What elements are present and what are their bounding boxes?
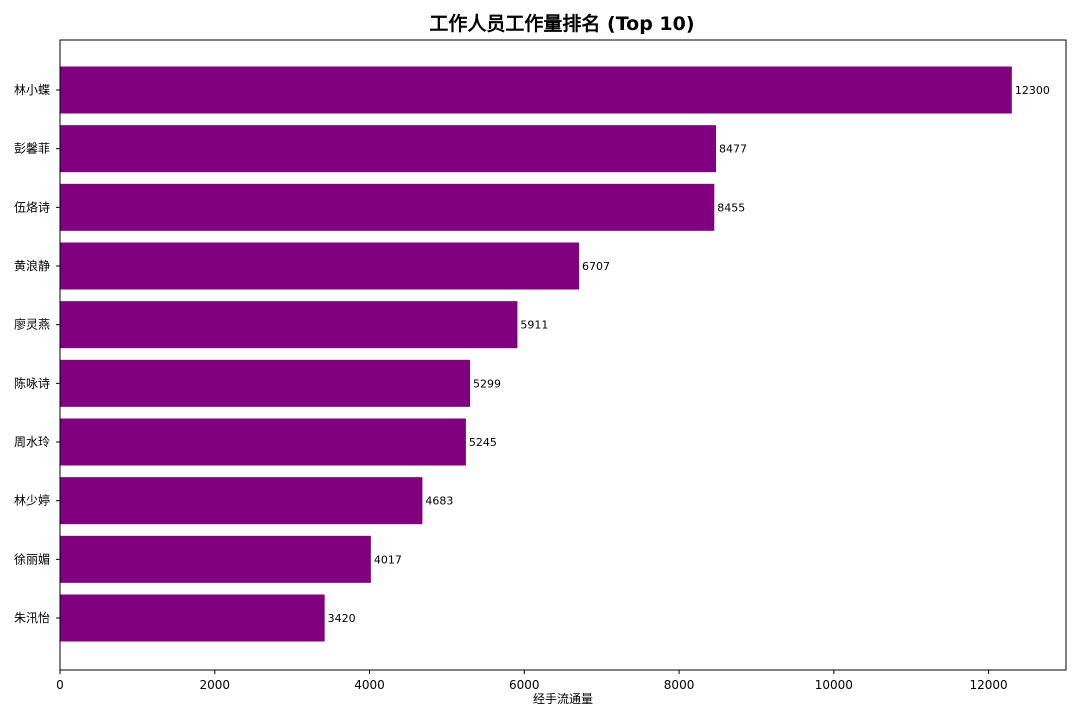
bar-value-label: 5299 [473,377,501,390]
bar [60,477,423,525]
bar-value-label: 8455 [717,201,745,214]
bar [60,66,1012,114]
x-tick-label: 2000 [199,678,230,692]
bar [60,359,471,407]
plot-frame [59,39,1067,671]
bar-value-label: 4683 [425,495,453,508]
bar-value-label: 5245 [469,436,497,449]
y-tick-label: 林小蝶 [14,82,50,97]
y-tick-label: 林少婷 [14,493,50,508]
bar [60,242,580,290]
y-tick-label: 黄浪静 [14,258,50,273]
x-tick-label: 12000 [970,678,1008,692]
y-tick-label: 廖灵燕 [14,317,50,332]
x-tick-label: 10000 [815,678,853,692]
bar [60,535,371,583]
bar-value-label: 5911 [520,319,548,332]
bar-value-label: 3420 [328,612,356,625]
bar [60,594,325,642]
y-tick-label: 彭馨菲 [14,141,50,156]
y-tick-label: 陈咏诗 [14,375,50,390]
y-tick-label: 徐丽媚 [14,551,50,566]
chart-title: 工作人员工作量排名 (Top 10) [429,12,694,35]
x-tick-label: 6000 [509,678,540,692]
bar-value-label: 4017 [374,553,402,566]
y-tick-label: 伍烙诗 [14,199,50,214]
y-tick-label: 周水玲 [14,435,50,449]
x-axis-label: 经手流通量 [533,692,593,706]
x-tick-label: 0 [56,678,64,692]
y-tick-label: 朱汛怡 [14,611,50,625]
bar [60,125,716,173]
bar [60,301,518,349]
bars-layer: 12300 8477 8455 6707 5911 5299 5245 4683 4017 342… [60,66,1050,642]
bar [60,418,466,466]
x-tick-label: 8000 [664,678,695,692]
bar-value-label: 8477 [719,143,747,156]
bar-value-label: 6707 [582,260,610,273]
bar-value-label: 12300 [1015,84,1050,97]
x-tick-label: 4000 [354,678,385,692]
bar [60,183,715,231]
